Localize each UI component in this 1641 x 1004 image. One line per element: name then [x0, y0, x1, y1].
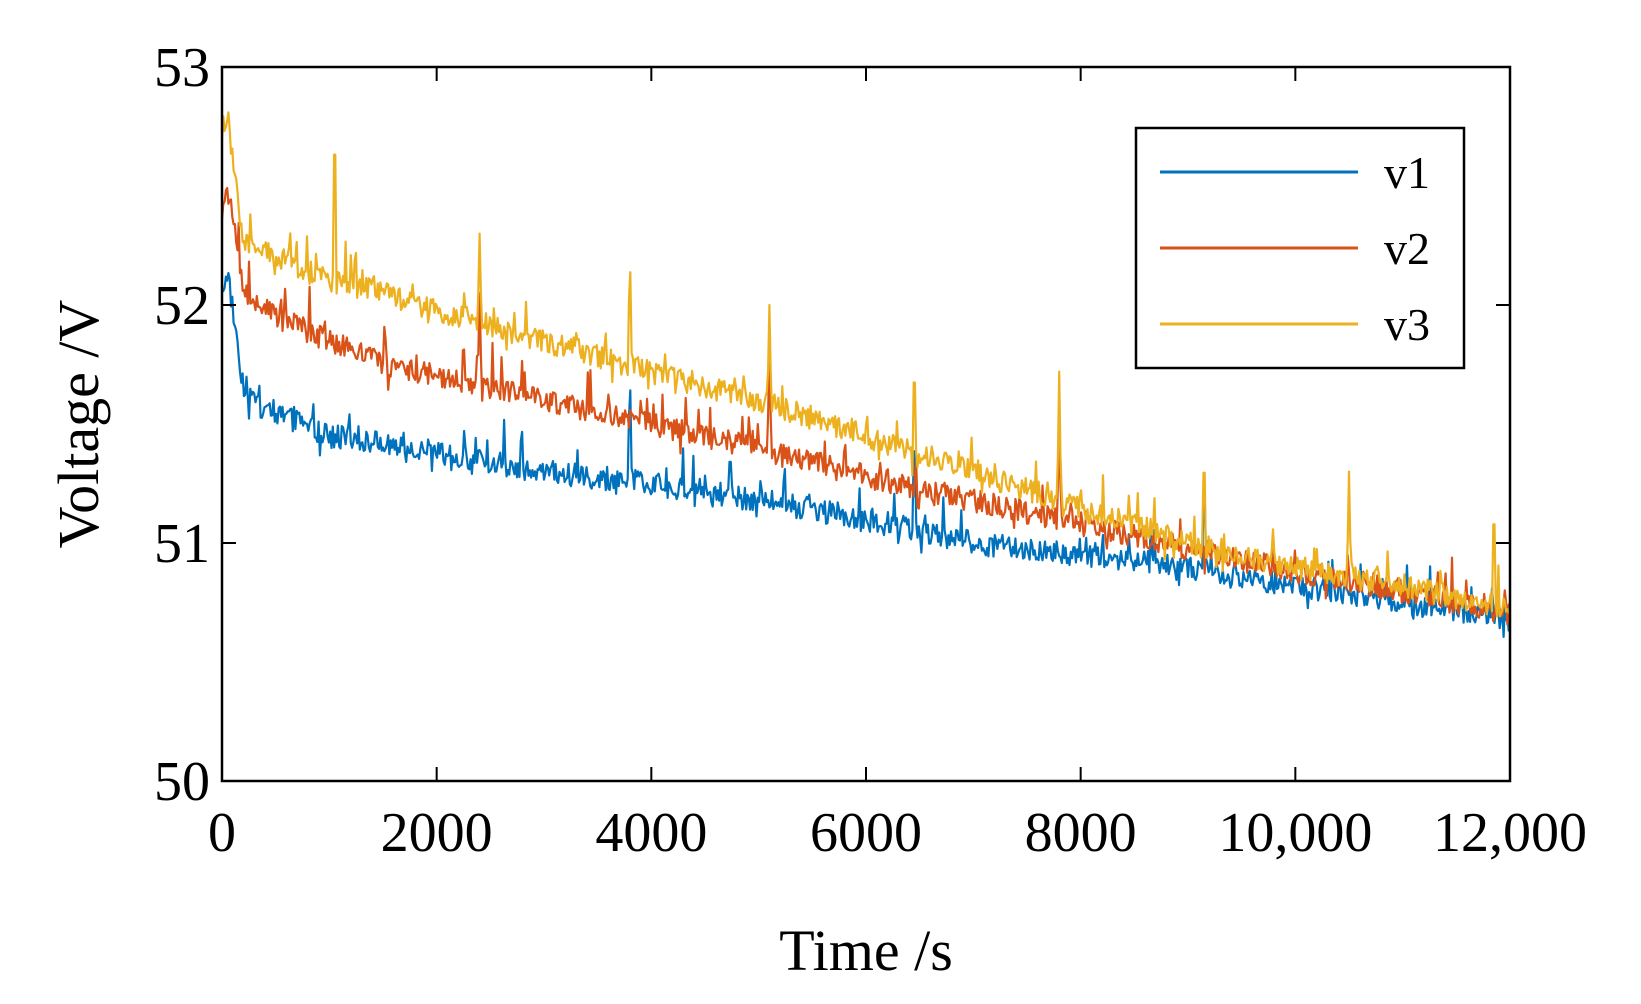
x-tick-label: 2000 — [381, 802, 493, 864]
x-tick-label: 10,000 — [1218, 802, 1372, 864]
x-tick-label: 0 — [208, 802, 236, 864]
legend-label-v3: v3 — [1384, 299, 1430, 350]
y-axis-title: Voltage /V — [46, 300, 111, 549]
series-line-v2 — [220, 186, 1512, 626]
legend: v1 v2 v3 — [1134, 126, 1466, 370]
y-tick-label: 50 — [154, 751, 210, 813]
legend-label-v1: v1 — [1384, 147, 1430, 198]
x-tick-label: 8000 — [1025, 802, 1137, 864]
x-axis-title: Time /s — [779, 918, 953, 983]
x-tick-label: 4000 — [595, 802, 707, 864]
legend-label-v2: v2 — [1384, 223, 1430, 274]
x-tick-label: 6000 — [810, 802, 922, 864]
y-tick-label: 52 — [154, 275, 210, 337]
series-line-v3 — [220, 111, 1512, 618]
x-tick-label: 12,000 — [1433, 802, 1587, 864]
y-tick-label: 51 — [154, 513, 210, 575]
tick-layer: 0 2000 4000 6000 8000 10,000 12,000 50 51 52 53 — [154, 37, 1587, 864]
series-layer — [220, 111, 1512, 639]
y-tick-label: 53 — [154, 37, 210, 99]
series-line-v1 — [220, 271, 1512, 639]
